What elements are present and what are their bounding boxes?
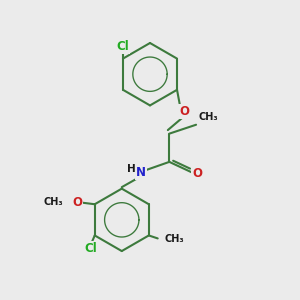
Text: CH₃: CH₃ xyxy=(198,112,218,122)
Text: Cl: Cl xyxy=(117,40,129,52)
Text: Cl: Cl xyxy=(85,242,98,255)
Text: N: N xyxy=(136,166,146,179)
Text: O: O xyxy=(192,167,202,180)
Text: H: H xyxy=(127,164,136,174)
Text: CH₃: CH₃ xyxy=(43,197,63,207)
Text: CH₃: CH₃ xyxy=(164,234,184,244)
Text: O: O xyxy=(72,196,82,209)
Text: O: O xyxy=(179,105,189,118)
